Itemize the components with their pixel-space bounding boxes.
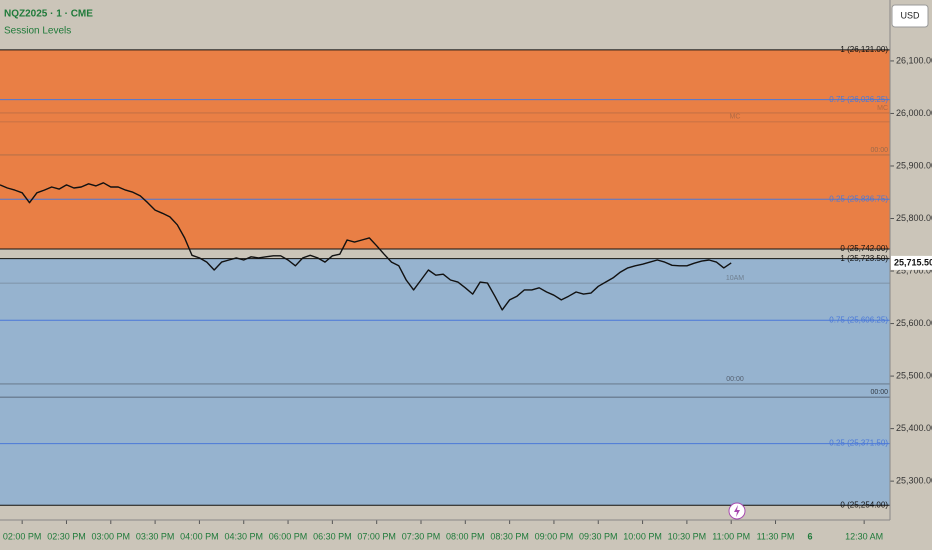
last-price-label: 25,715.50 [894, 257, 932, 267]
x-tick-label: 08:00 PM [446, 531, 485, 541]
level-label: 0.75 (26,026.25) [829, 95, 888, 104]
zone [0, 49, 890, 249]
zone [0, 258, 890, 506]
y-tick-label: 25,700.00 [896, 265, 932, 275]
level-label: 0 (25,742.00) [840, 244, 888, 253]
level-label: 0.75 (25,606.25) [829, 315, 888, 324]
session-label: 00:00 [726, 376, 744, 383]
chart-title: NQZ2025 · 1 · CME [4, 9, 93, 20]
level-label: 1 (26,121.00) [840, 45, 888, 54]
y-tick-label: 26,000.00 [896, 108, 932, 118]
x-tick-label: 08:30 PM [490, 531, 529, 541]
level-label: 1 (25,723.50) [840, 254, 888, 263]
chart-subtitle: Session Levels [4, 26, 71, 37]
x-tick-label: 04:00 PM [180, 531, 219, 541]
x-tick-label: 11:30 PM [757, 531, 795, 541]
x-tick-label: 07:00 PM [357, 531, 396, 541]
y-tick-label: 25,500.00 [896, 370, 932, 380]
y-tick-label: 25,800.00 [896, 213, 932, 223]
last-price-box [891, 255, 932, 270]
currency-label: USD [900, 10, 920, 20]
x-tick-label: 09:30 PM [579, 531, 618, 541]
x-tick-label: 03:00 PM [92, 531, 131, 541]
date-label: 6 [807, 531, 812, 541]
x-tick-label: 02:00 PM [3, 531, 42, 541]
x-tick-label: 06:00 PM [269, 531, 308, 541]
session-label: 00:00 [870, 147, 888, 154]
x-tick-label: 06:30 PM [313, 531, 352, 541]
x-tick-label: 12:30 AM [845, 531, 883, 541]
x-tick-label: 04:30 PM [224, 531, 263, 541]
x-tick-label: 02:30 PM [47, 531, 86, 541]
y-tick-label: 25,300.00 [896, 476, 932, 486]
price-line [0, 182, 732, 311]
session-label: 00:00 [870, 389, 888, 396]
level-label: 0 (25,254.00) [840, 500, 888, 509]
level-label: 0.25 (25,371.50) [829, 439, 888, 448]
x-tick-label: 11:00 PM [712, 531, 750, 541]
x-tick-label: 03:30 PM [136, 531, 175, 541]
x-tick-label: 10:00 PM [623, 531, 662, 541]
session-label: MC [730, 114, 741, 121]
session-label: MC [877, 105, 888, 112]
x-tick-label: 07:30 PM [402, 531, 441, 541]
y-tick-label: 25,600.00 [896, 318, 932, 328]
session-label: 10AM [726, 275, 744, 282]
y-tick-label: 25,900.00 [896, 160, 932, 170]
x-tick-label: 10:30 PM [668, 531, 707, 541]
currency-button[interactable] [891, 4, 929, 28]
level-label: 0.25 (25,836.75) [829, 194, 888, 203]
lightning-glyph [734, 505, 740, 517]
y-tick-label: 26,100.00 [896, 55, 932, 65]
y-tick-label: 25,400.00 [896, 423, 932, 433]
x-tick-label: 09:00 PM [535, 531, 574, 541]
